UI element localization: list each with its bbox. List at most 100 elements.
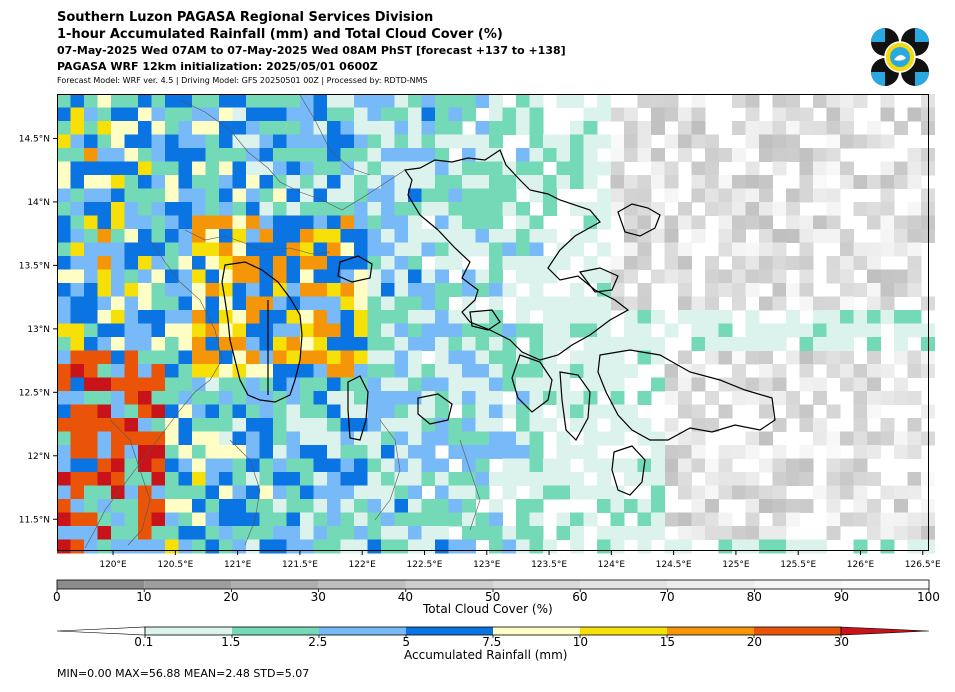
- rain-cell: [570, 323, 584, 338]
- cloud-cell: [813, 350, 827, 365]
- rain-cell: [354, 175, 368, 189]
- lon-tick-label: 120°E: [99, 560, 127, 570]
- cloud-cell: [705, 418, 719, 432]
- rain-cell: [192, 337, 206, 351]
- rain-cell: [354, 526, 368, 540]
- rain-cell: [381, 256, 395, 270]
- cloud-cell: [745, 202, 760, 216]
- rain-cell: [489, 350, 503, 365]
- rain-cell: [597, 472, 611, 486]
- rain-cell: [111, 499, 125, 513]
- cloud-cell: [637, 283, 652, 297]
- valid-time-line: 07-May-2025 Wed 07AM to 07-May-2025 Wed …: [57, 44, 566, 57]
- rain-cell: [97, 337, 112, 351]
- rain-cell: [165, 472, 179, 486]
- rain-cell: [529, 269, 544, 284]
- rain-cell: [462, 134, 476, 149]
- cloud-cell: [624, 256, 638, 270]
- rain-cell: [300, 296, 314, 311]
- rain-cell: [165, 512, 179, 527]
- rain-cell: [124, 94, 139, 108]
- rain-cell: [124, 107, 139, 122]
- rain-cell: [124, 485, 139, 500]
- rain-cell: [313, 269, 328, 284]
- rain-cell: [637, 337, 652, 351]
- rain-cell: [97, 175, 112, 189]
- rain-cell: [448, 431, 463, 446]
- cloud-cell: [745, 269, 760, 284]
- rain-cell: [489, 445, 503, 459]
- cloud-cell: [772, 391, 787, 405]
- rain-cell: [610, 364, 625, 378]
- rain-cell: [219, 107, 233, 122]
- rain-cell: [205, 418, 220, 432]
- rain-cell: [151, 283, 166, 297]
- cloud-cell: [786, 256, 800, 270]
- rain-cell: [111, 404, 125, 419]
- rain-cell: [327, 350, 341, 365]
- rain-cell: [286, 526, 301, 540]
- rain-cell: [381, 134, 395, 149]
- rain-cell: [300, 134, 314, 149]
- rain-cell: [529, 458, 544, 473]
- lon-tick-label: 122°E: [349, 560, 377, 570]
- rain-cell: [867, 323, 881, 338]
- rain-cell: [556, 175, 571, 189]
- rain-cell: [165, 134, 179, 149]
- cloud-cell: [718, 148, 733, 162]
- cloud-cell: [718, 458, 733, 473]
- cloud-cell: [772, 134, 787, 149]
- rain-cell: [273, 229, 287, 243]
- cloud-cell: [610, 175, 625, 189]
- rain-cell: [435, 134, 449, 149]
- rain-cell: [543, 485, 557, 500]
- rain-cell: [367, 485, 382, 500]
- cloud-cell: [867, 512, 881, 527]
- rain-cell: [57, 364, 71, 378]
- rain-cell: [529, 256, 544, 270]
- rain-cell: [448, 134, 463, 149]
- rain-cell: [381, 296, 395, 311]
- rain-cell: [151, 364, 166, 378]
- rain-cell: [246, 512, 260, 527]
- rain-cell: [570, 445, 584, 459]
- rain-cell: [651, 472, 665, 486]
- rain-cell: [219, 539, 233, 554]
- rain-cell: [583, 148, 598, 162]
- rain-cell: [57, 161, 71, 176]
- rain-cell: [219, 215, 233, 230]
- rain-cell: [367, 148, 382, 162]
- rain-cell: [516, 526, 530, 540]
- cloud-cell: [705, 458, 719, 473]
- rain-cell: [624, 364, 638, 378]
- rain-cell: [219, 485, 233, 500]
- rain-cell: [313, 107, 328, 122]
- rain-cell: [502, 404, 517, 419]
- cloud-cell: [853, 364, 868, 378]
- rain-cell: [340, 269, 355, 284]
- rain-cell: [232, 188, 247, 203]
- cloud-cell: [894, 229, 908, 243]
- rain-cell: [97, 161, 112, 176]
- cloud-cell: [732, 350, 746, 365]
- rain-cell: [300, 499, 314, 513]
- cloud-cell: [745, 485, 760, 500]
- rain-cell: [354, 310, 368, 324]
- rain-cell: [462, 418, 476, 432]
- rain-cell: [259, 94, 274, 108]
- cloud-cell: [691, 134, 706, 149]
- rain-cell: [610, 526, 625, 540]
- rain-cell: [718, 323, 733, 338]
- rain-cell: [435, 148, 449, 162]
- rain-cell: [867, 337, 881, 351]
- rain-cell: [381, 431, 395, 446]
- cloud-cell: [651, 94, 665, 108]
- cloud-cell: [840, 472, 854, 486]
- cloud-cell: [664, 215, 679, 230]
- cloud-cell: [759, 242, 773, 257]
- rain-cell: [475, 472, 490, 486]
- rain-cell: [448, 310, 463, 324]
- rain-cell: [232, 148, 247, 162]
- rain-cell: [408, 269, 422, 284]
- rain-cell: [84, 364, 98, 378]
